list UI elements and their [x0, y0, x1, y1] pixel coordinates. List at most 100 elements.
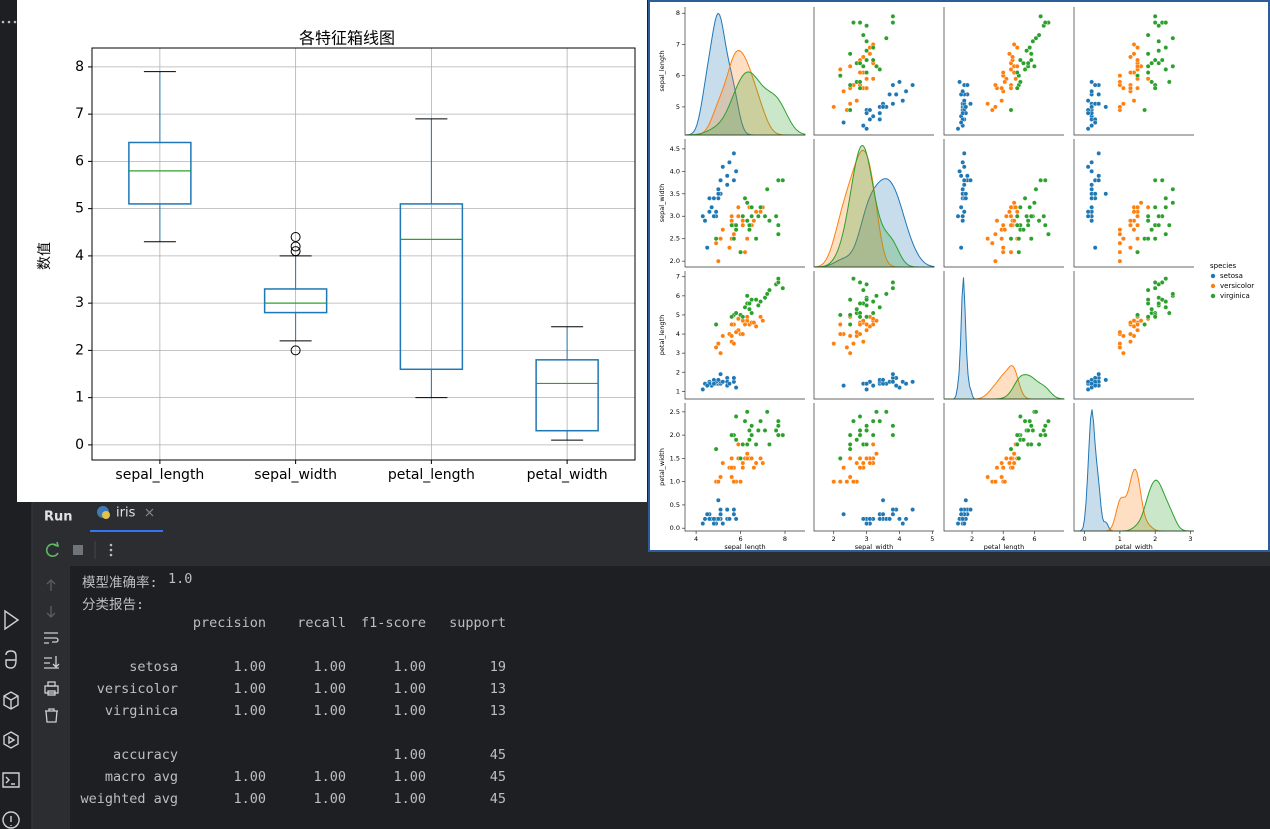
- scatter-point: [729, 432, 735, 438]
- scatter-point: [729, 213, 735, 219]
- scatter-point: [1000, 245, 1006, 251]
- soft-wrap[interactable]: [44, 632, 59, 644]
- scatter-point: [1156, 213, 1162, 219]
- console-text: 1.00: [393, 791, 426, 807]
- y-tick-label: 2.5: [670, 408, 680, 416]
- scatter-point: [758, 209, 763, 215]
- tab-label[interactable]: iris: [116, 506, 136, 521]
- scatter-point: [841, 465, 846, 471]
- scatter-point: [847, 297, 853, 303]
- sidebar-services[interactable]: [3, 731, 19, 749]
- scatter-point: [847, 107, 853, 113]
- scatter-point: [1036, 32, 1042, 38]
- axis-spines: [684, 7, 805, 136]
- scatter-point: [958, 173, 964, 179]
- scatter-point: [738, 249, 743, 255]
- scatter-point: [958, 507, 964, 512]
- scatter-point: [993, 479, 998, 485]
- scatter-point: [1002, 79, 1008, 85]
- rerun-button[interactable]: [45, 541, 60, 557]
- scatter-point: [1135, 63, 1140, 69]
- console-text: 1.00: [313, 791, 346, 807]
- close-tab[interactable]: [145, 508, 154, 517]
- scatter-point: [1152, 177, 1158, 183]
- scatter-point: [760, 460, 766, 466]
- more-menu[interactable]: [1, 20, 17, 24]
- y-axis-label: sepal_width: [658, 184, 666, 222]
- scatter-point: [742, 195, 748, 201]
- scatter-point: [847, 51, 853, 57]
- scatter-point: [715, 195, 721, 201]
- sidebar-run[interactable]: [4, 609, 20, 631]
- toolbar-menu[interactable]: [109, 543, 113, 557]
- stop-button[interactable]: [73, 545, 83, 555]
- scatter-point: [1092, 383, 1098, 389]
- console-text: 模型准确率:: [82, 575, 158, 591]
- sidebar-python[interactable]: [5, 650, 17, 669]
- console-text: 13: [489, 681, 506, 697]
- sidebar-problems[interactable]: [2, 811, 20, 829]
- scatter-point: [718, 236, 723, 242]
- y-tick-label: 0.5: [670, 501, 680, 509]
- x-tick-label: 5: [930, 535, 934, 543]
- scatter-point: [747, 301, 752, 306]
- scatter-point: [847, 432, 853, 438]
- scatter-point: [1163, 299, 1169, 304]
- scatter-point: [744, 200, 750, 206]
- y-tick-label: 7: [75, 106, 84, 122]
- scatter-point: [733, 310, 739, 316]
- scatter-point: [867, 516, 873, 522]
- scatter-point: [1028, 51, 1034, 57]
- x-tick-label: petal_width: [527, 467, 608, 483]
- scatter-point: [964, 82, 970, 88]
- scatter-point: [841, 120, 846, 125]
- scatter-point: [1152, 236, 1158, 242]
- console-text: weighted avg: [80, 791, 178, 807]
- scatter-point: [883, 291, 889, 297]
- scatter-point: [773, 428, 779, 433]
- scatter-point: [775, 423, 781, 429]
- scatter-point: [851, 418, 856, 424]
- scatter-point: [718, 511, 723, 517]
- flier: [290, 345, 301, 356]
- y-tick-label: 3: [676, 349, 680, 357]
- scatter-point: [1014, 70, 1020, 75]
- scatter-point: [1128, 339, 1133, 345]
- x-tick-label: petal_length: [388, 467, 475, 483]
- scatter-point: [718, 350, 723, 356]
- scatter-point: [1016, 249, 1022, 255]
- scatter-point: [1089, 182, 1095, 188]
- scatter-point: [1028, 423, 1034, 429]
- y-axis-label: 数值: [37, 242, 53, 270]
- scroll-down[interactable]: [46, 606, 56, 618]
- scatter-point: [864, 76, 870, 82]
- print[interactable]: [44, 681, 59, 696]
- scatter-point: [958, 120, 964, 125]
- legend-label: versicolor: [1220, 282, 1254, 290]
- scatter-point: [753, 460, 759, 466]
- scatter-point: [742, 322, 748, 327]
- y-tick-label: 6: [676, 72, 680, 80]
- scatter-point: [1166, 222, 1172, 228]
- scatter-point: [1028, 236, 1034, 242]
- scatter-point: [1089, 186, 1095, 192]
- sidebar-terminal[interactable]: [2, 772, 20, 788]
- subplot: [684, 271, 805, 400]
- scatter-point: [857, 280, 863, 285]
- y-tick-label: 7: [676, 273, 680, 281]
- scatter-point: [985, 236, 991, 242]
- scatter-point: [961, 521, 967, 526]
- scatter-point: [744, 442, 750, 447]
- scatter-point: [877, 304, 883, 310]
- scroll-to-end[interactable]: [44, 656, 60, 669]
- scroll-up[interactable]: [46, 579, 56, 591]
- clear-all[interactable]: [45, 708, 58, 723]
- scatter-point: [1085, 209, 1091, 215]
- scatter-point: [1170, 291, 1176, 297]
- scatter-point: [1085, 164, 1091, 170]
- scatter-point: [720, 521, 726, 526]
- sidebar-packages[interactable]: [3, 691, 19, 710]
- scatter-point: [864, 281, 870, 287]
- scatter-point: [758, 204, 763, 210]
- boxplot-window: 各特征箱线图 数值 0 1 2 3 4 5 6 7 8 sepal_length sepal_wid…: [17, 0, 647, 502]
